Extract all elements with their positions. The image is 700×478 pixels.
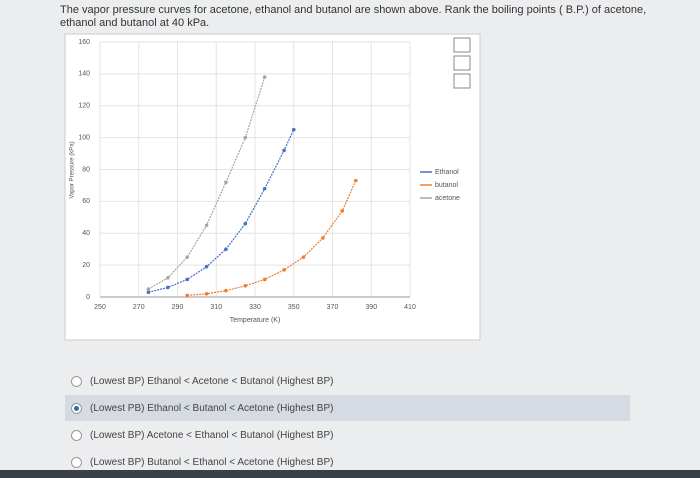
legend-label: acetone [435,195,460,202]
radio-button[interactable] [71,375,82,387]
tool-icon[interactable] [453,37,471,53]
data-point [166,285,170,290]
data-point [146,290,151,295]
y-axis-label: Vapor Pressure (kPa) [70,141,76,198]
data-point [282,268,286,272]
data-point [204,223,209,228]
answer-option[interactable]: (Lowest BP) Ethanol < Acetone < Butanol … [65,368,630,394]
chart: Vapor Pressure (kPa) Temperature (K) 0 20… [64,33,481,341]
x-tick-label: 270 [133,304,145,311]
option-text: (Lowest BP) Acetone < Ethanol < Butanol … [90,429,334,441]
chart-frame [64,33,481,341]
y-tick-label: 160 [78,39,90,46]
data-point [204,264,209,269]
y-tick-label: 40 [82,230,90,237]
y-tick-label: 0 [86,294,90,301]
data-point [243,284,248,288]
question: The vapor pressure curves for acetone, e… [60,4,647,29]
answer-option[interactable]: (Lowest PB) Ethanol < Butanol < Acetone … [65,395,630,421]
option-text: (Lowest BP) Ethanol < Acetone < Butanol … [90,375,334,387]
data-point [262,186,267,191]
data-point [243,221,248,226]
data-point [282,148,286,153]
y-tick-label: 120 [78,103,90,110]
data-point [185,293,189,298]
data-point [243,135,248,140]
data-point [204,292,209,296]
data-point [224,247,228,251]
data-point [353,178,358,183]
series-line [187,180,357,297]
tool-icon[interactable] [453,55,471,71]
data-point [262,75,267,79]
y-tick-label: 100 [78,134,90,141]
answer-option[interactable]: (Lowest BP) Butanol < Ethanol < Acetone … [65,449,630,475]
data-point [291,127,296,132]
x-axis-label: Temperature (K) [230,317,281,324]
x-tick-label: 410 [404,304,416,311]
option-text: (Lowest PB) Ethanol < Butanol < Acetone … [90,402,334,414]
x-tick-label: 310 [210,304,222,311]
y-tick-label: 140 [78,71,90,78]
x-tick-label: 250 [94,304,106,311]
option-text: (Lowest BP) Butanol < Ethanol < Acetone … [90,456,334,468]
data-point [301,255,306,259]
y-tick-label: 20 [82,262,90,269]
x-tick-label: 330 [249,304,261,311]
data-point [224,288,228,293]
tool-icon[interactable] [453,73,471,89]
data-point [321,236,325,240]
data-point [185,277,189,282]
legend-label: butanol [435,182,458,189]
radio-button[interactable] [71,402,82,414]
data-point [146,287,151,291]
y-tick-label: 80 [82,166,90,173]
toolbar [453,37,471,89]
x-tick-label: 390 [365,304,377,311]
legend-label: Ethanol [435,169,459,176]
radio-button[interactable] [71,456,82,468]
taskbar [0,470,700,478]
x-tick-label: 370 [327,304,339,311]
data-point [224,180,228,185]
data-point [166,276,170,280]
x-tick-label: 350 [288,304,300,311]
data-point [185,255,189,259]
answer-option[interactable]: (Lowest BP) Acetone < Ethanol < Butanol … [65,422,630,448]
y-tick-label: 60 [82,198,90,205]
x-tick-label: 290 [172,304,184,311]
data-point [340,209,344,213]
radio-button[interactable] [71,429,82,441]
data-point [262,277,267,282]
